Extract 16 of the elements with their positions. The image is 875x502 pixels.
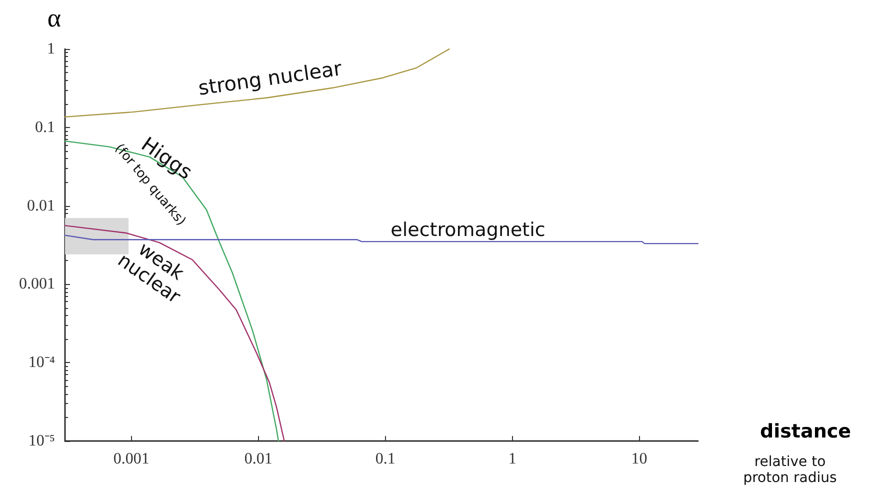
x-tick-label: 1	[508, 450, 516, 468]
text: relative to proton radius	[743, 454, 837, 486]
y-tick-label: 10⁻⁴	[28, 354, 56, 372]
annotation: strong nuclear	[196, 56, 344, 100]
y-tick-label: 10⁻⁵	[28, 432, 55, 450]
y-tick-label: 1	[47, 40, 55, 58]
x-tick-label: 0.01	[244, 450, 272, 468]
y-axis-title: α	[47, 4, 62, 32]
y-tick-label: 0.1	[35, 118, 55, 136]
x-tick-label: 0.001	[113, 450, 150, 468]
x-axis-title: distance	[760, 420, 852, 442]
annotation: electromagnetic	[390, 219, 546, 241]
x-tick-label: 10	[631, 450, 648, 468]
y-tick-label: 0.001	[19, 276, 55, 293]
y-tick-label: 0.01	[27, 197, 55, 214]
x-tick-label: 0.1	[375, 450, 396, 468]
